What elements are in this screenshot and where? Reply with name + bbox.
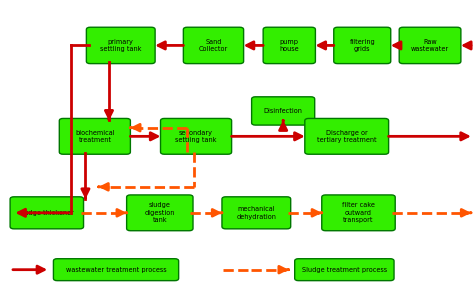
FancyBboxPatch shape [263, 27, 315, 64]
Text: Raw
wastewater: Raw wastewater [411, 39, 449, 52]
FancyBboxPatch shape [54, 259, 179, 281]
FancyBboxPatch shape [183, 27, 244, 64]
FancyBboxPatch shape [252, 97, 315, 125]
Text: primary
settling tank: primary settling tank [100, 39, 142, 52]
FancyBboxPatch shape [322, 195, 395, 231]
FancyBboxPatch shape [222, 197, 291, 229]
Text: filter cake
outward
transport: filter cake outward transport [342, 202, 375, 223]
FancyBboxPatch shape [161, 118, 232, 154]
FancyBboxPatch shape [86, 27, 155, 64]
FancyBboxPatch shape [305, 118, 389, 154]
FancyBboxPatch shape [399, 27, 461, 64]
Text: Sand
Collector: Sand Collector [199, 39, 228, 52]
Text: Disinfection: Disinfection [264, 108, 302, 114]
FancyBboxPatch shape [59, 118, 130, 154]
Text: Discharge or
tertiary treatment: Discharge or tertiary treatment [317, 130, 376, 143]
Text: Sludge treatment process: Sludge treatment process [302, 267, 387, 273]
Text: wastewater treatment process: wastewater treatment process [66, 267, 166, 273]
Text: biochemical
treatment: biochemical treatment [75, 130, 115, 143]
Text: filtering
grids: filtering grids [349, 39, 375, 52]
Text: secondary
settling tank: secondary settling tank [175, 130, 217, 143]
Text: pump
house: pump house [280, 39, 299, 52]
FancyBboxPatch shape [334, 27, 391, 64]
FancyBboxPatch shape [10, 197, 83, 229]
FancyBboxPatch shape [295, 259, 394, 281]
Text: mechanical
dehydration: mechanical dehydration [237, 206, 276, 220]
Text: sludge
digestion
tank: sludge digestion tank [145, 202, 175, 223]
Text: sludge thickener: sludge thickener [19, 210, 74, 216]
FancyBboxPatch shape [127, 195, 193, 231]
